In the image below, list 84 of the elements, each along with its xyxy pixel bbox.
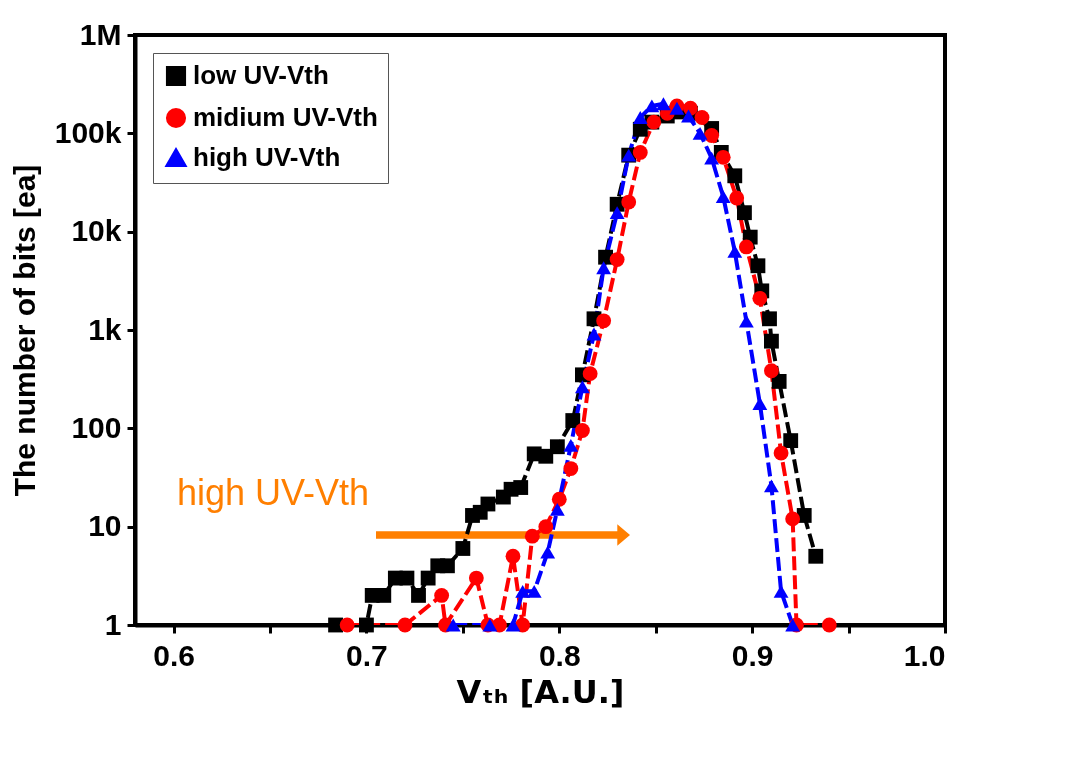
y-tick-label: 1M	[79, 17, 122, 51]
point	[737, 205, 752, 221]
point	[752, 397, 768, 410]
point	[586, 327, 602, 341]
point	[376, 587, 392, 603]
point	[764, 363, 779, 379]
point	[621, 194, 637, 210]
point	[420, 570, 436, 586]
point	[596, 261, 612, 275]
point	[524, 528, 540, 544]
point	[727, 168, 743, 184]
point	[551, 491, 567, 507]
y-tick-label: 10	[88, 509, 122, 543]
legend-label: midium UV-Vth	[193, 102, 378, 132]
point	[764, 479, 779, 493]
point	[764, 333, 779, 349]
point	[632, 144, 648, 160]
y-tick-label: 10k	[71, 214, 122, 248]
x-axis-title: Vₜₕ [A.U.]	[456, 672, 625, 711]
point	[715, 149, 731, 165]
point	[752, 290, 768, 306]
point	[644, 99, 660, 113]
point	[596, 313, 612, 329]
y-tick-label: 100	[71, 410, 122, 444]
point	[505, 548, 521, 564]
point	[808, 548, 824, 564]
x-tick-label: 0.8	[538, 638, 581, 672]
point	[549, 439, 565, 455]
point	[538, 448, 554, 464]
point	[411, 587, 426, 603]
point	[609, 206, 625, 220]
point	[692, 126, 708, 140]
point	[455, 541, 471, 556]
point	[434, 588, 450, 603]
point	[538, 519, 554, 535]
point	[563, 461, 579, 476]
point	[727, 244, 743, 258]
point	[750, 258, 766, 274]
point	[821, 617, 837, 633]
legend-label: high UV-Vth	[193, 142, 341, 172]
point	[704, 151, 720, 165]
point	[785, 511, 801, 527]
point	[468, 570, 484, 586]
y-tick-label: 1k	[88, 312, 122, 346]
annotation: high UV-Vth	[177, 472, 370, 513]
point	[632, 111, 648, 124]
point	[359, 617, 374, 633]
point	[738, 239, 754, 255]
point	[609, 252, 625, 267]
point	[540, 545, 556, 559]
point	[773, 445, 789, 461]
point	[575, 423, 590, 438]
point	[694, 110, 710, 125]
point	[656, 97, 671, 111]
point	[515, 584, 531, 598]
point	[704, 128, 720, 143]
point	[445, 618, 461, 632]
x-tick-label: 0.7	[346, 638, 388, 672]
x-tick-label: 0.6	[153, 638, 195, 672]
point	[785, 618, 801, 632]
point	[440, 558, 455, 574]
point	[681, 109, 696, 123]
y-tick-label: 1	[104, 607, 122, 641]
point	[582, 366, 598, 382]
point	[526, 584, 542, 598]
point	[549, 502, 565, 516]
point	[339, 617, 355, 633]
y-axis-title: The number of bits [ea]	[7, 164, 41, 497]
legend-label: low UV-Vth	[193, 60, 329, 90]
point	[513, 480, 529, 495]
point	[762, 311, 777, 327]
point	[565, 413, 581, 428]
point	[563, 439, 579, 452]
point	[783, 433, 799, 449]
point	[575, 380, 590, 394]
x-tick-label: 0.9	[731, 638, 774, 672]
point	[771, 374, 787, 389]
point	[729, 190, 745, 206]
point	[715, 190, 731, 204]
x-tick-label: 1.0	[903, 638, 946, 672]
point	[397, 617, 413, 633]
y-tick-label: 100k	[54, 115, 122, 149]
point	[738, 314, 754, 328]
point	[505, 618, 521, 632]
